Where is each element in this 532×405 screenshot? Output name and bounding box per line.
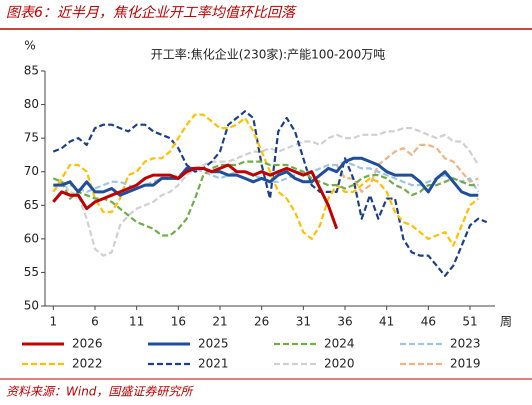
x-tick-label: 1 bbox=[50, 315, 58, 329]
source: 资料来源：Wind，国盛证券研究所 bbox=[6, 385, 194, 399]
chart-subtitle: 开工率:焦化企业(230家):产能100-200万吨 bbox=[151, 47, 386, 62]
x-tick-label: 46 bbox=[421, 315, 436, 329]
x-tick-label: 31 bbox=[296, 315, 311, 329]
legend-label: 2021 bbox=[198, 357, 229, 371]
series-line bbox=[53, 156, 479, 197]
y-tick-label: 75 bbox=[24, 131, 39, 145]
y-tick-label: 65 bbox=[24, 198, 39, 212]
y-tick-label: 55 bbox=[24, 265, 39, 279]
x-tick-label: 11 bbox=[129, 315, 144, 329]
x-tick-label: 16 bbox=[171, 315, 186, 329]
x-axis-label: 周 bbox=[500, 315, 512, 329]
legend-label: 2025 bbox=[198, 337, 229, 351]
series-line bbox=[52, 127, 480, 257]
x-tick-label: 51 bbox=[462, 315, 477, 329]
series-line bbox=[52, 113, 479, 247]
series-line bbox=[52, 110, 488, 277]
series-line bbox=[52, 160, 479, 237]
legend-label: 2026 bbox=[72, 337, 103, 351]
legend-label: 2019 bbox=[450, 357, 481, 371]
legend-label: 2024 bbox=[324, 337, 355, 351]
y-tick-label: 85 bbox=[24, 64, 39, 78]
legend-label: 2022 bbox=[72, 357, 103, 371]
figure-title: 图表6：近半月，焦化企业开工率均值环比回落 bbox=[6, 5, 297, 21]
x-tick-label: 21 bbox=[212, 315, 227, 329]
y-tick-label: 50 bbox=[24, 299, 39, 313]
series-line bbox=[335, 143, 479, 193]
series-line bbox=[52, 163, 339, 230]
x-tick-label: 36 bbox=[337, 315, 352, 329]
y-axis-label: % bbox=[24, 39, 35, 53]
x-tick-label: 6 bbox=[91, 315, 99, 329]
x-tick-label: 26 bbox=[254, 315, 269, 329]
legend-label: 2020 bbox=[324, 357, 355, 371]
x-tick-label: 41 bbox=[379, 315, 394, 329]
y-tick-label: 80 bbox=[24, 97, 39, 111]
y-tick-label: 70 bbox=[24, 164, 39, 178]
legend-label: 2023 bbox=[450, 337, 481, 351]
y-tick-label: 60 bbox=[24, 231, 39, 245]
